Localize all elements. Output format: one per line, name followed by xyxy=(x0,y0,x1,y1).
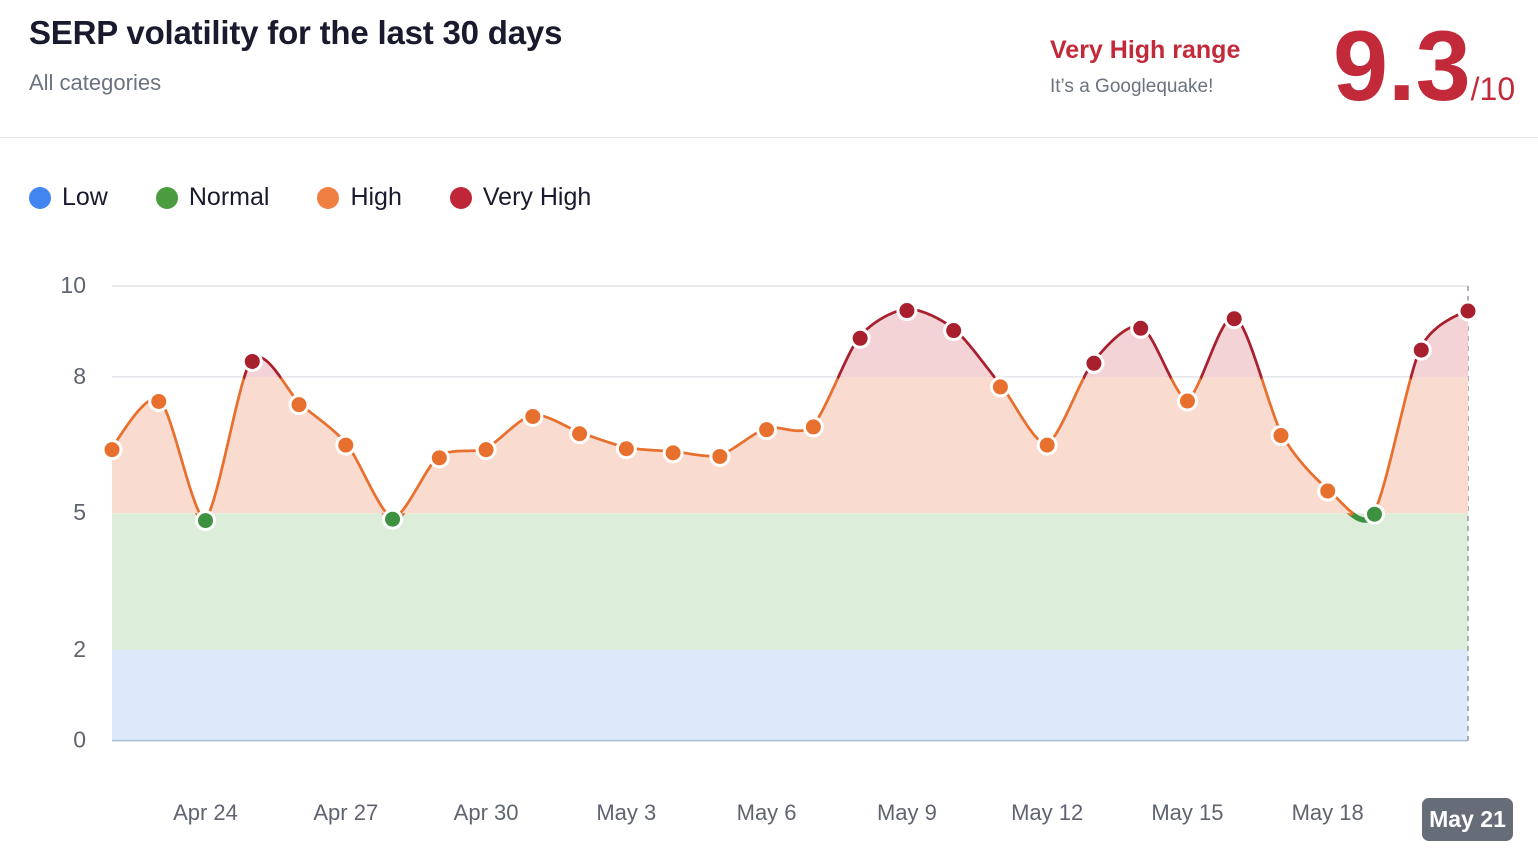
svg-text:8: 8 xyxy=(73,363,86,389)
svg-text:Apr 30: Apr 30 xyxy=(454,800,519,825)
svg-text:May 6: May 6 xyxy=(737,800,797,825)
svg-text:10: 10 xyxy=(60,272,86,298)
svg-text:5: 5 xyxy=(73,499,86,525)
svg-text:May 3: May 3 xyxy=(596,800,656,825)
svg-text:May 18: May 18 xyxy=(1292,800,1364,825)
svg-text:May 15: May 15 xyxy=(1151,800,1223,825)
svg-text:May 12: May 12 xyxy=(1011,800,1083,825)
svg-text:Apr 24: Apr 24 xyxy=(173,800,238,825)
svg-text:May 9: May 9 xyxy=(877,800,937,825)
svg-text:Apr 27: Apr 27 xyxy=(313,800,378,825)
svg-text:0: 0 xyxy=(73,727,86,753)
svg-text:2: 2 xyxy=(73,636,86,662)
